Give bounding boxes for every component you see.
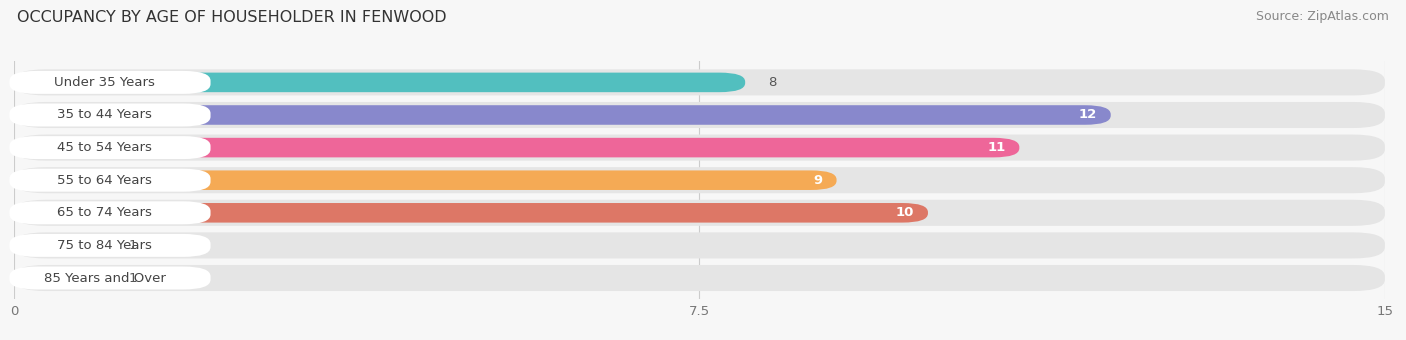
Text: 45 to 54 Years: 45 to 54 Years	[58, 141, 152, 154]
Text: 11: 11	[987, 141, 1005, 154]
Text: 9: 9	[814, 174, 823, 187]
Text: 85 Years and Over: 85 Years and Over	[44, 272, 166, 285]
FancyBboxPatch shape	[14, 167, 1385, 193]
Text: 35 to 44 Years: 35 to 44 Years	[58, 108, 152, 121]
FancyBboxPatch shape	[14, 69, 1385, 96]
FancyBboxPatch shape	[14, 138, 1019, 157]
FancyBboxPatch shape	[10, 103, 211, 126]
FancyBboxPatch shape	[14, 102, 1385, 128]
Text: 55 to 64 Years: 55 to 64 Years	[58, 174, 152, 187]
FancyBboxPatch shape	[14, 200, 1385, 226]
Text: 10: 10	[896, 206, 914, 219]
FancyBboxPatch shape	[10, 201, 211, 224]
Text: 65 to 74 Years: 65 to 74 Years	[58, 206, 152, 219]
FancyBboxPatch shape	[10, 169, 211, 192]
FancyBboxPatch shape	[10, 234, 211, 257]
Text: 12: 12	[1078, 108, 1097, 121]
FancyBboxPatch shape	[14, 203, 928, 223]
FancyBboxPatch shape	[14, 236, 105, 255]
FancyBboxPatch shape	[14, 232, 1385, 258]
FancyBboxPatch shape	[10, 136, 211, 159]
Text: 75 to 84 Years: 75 to 84 Years	[58, 239, 152, 252]
Text: Under 35 Years: Under 35 Years	[53, 76, 155, 89]
FancyBboxPatch shape	[14, 170, 837, 190]
Text: OCCUPANCY BY AGE OF HOUSEHOLDER IN FENWOOD: OCCUPANCY BY AGE OF HOUSEHOLDER IN FENWO…	[17, 10, 447, 25]
Text: 1: 1	[128, 272, 136, 285]
Text: 1: 1	[128, 239, 136, 252]
FancyBboxPatch shape	[10, 71, 211, 94]
FancyBboxPatch shape	[14, 135, 1385, 160]
Text: 8: 8	[768, 76, 776, 89]
FancyBboxPatch shape	[14, 268, 105, 288]
Text: Source: ZipAtlas.com: Source: ZipAtlas.com	[1256, 10, 1389, 23]
FancyBboxPatch shape	[14, 265, 1385, 291]
FancyBboxPatch shape	[14, 73, 745, 92]
FancyBboxPatch shape	[10, 267, 211, 289]
FancyBboxPatch shape	[14, 105, 1111, 125]
